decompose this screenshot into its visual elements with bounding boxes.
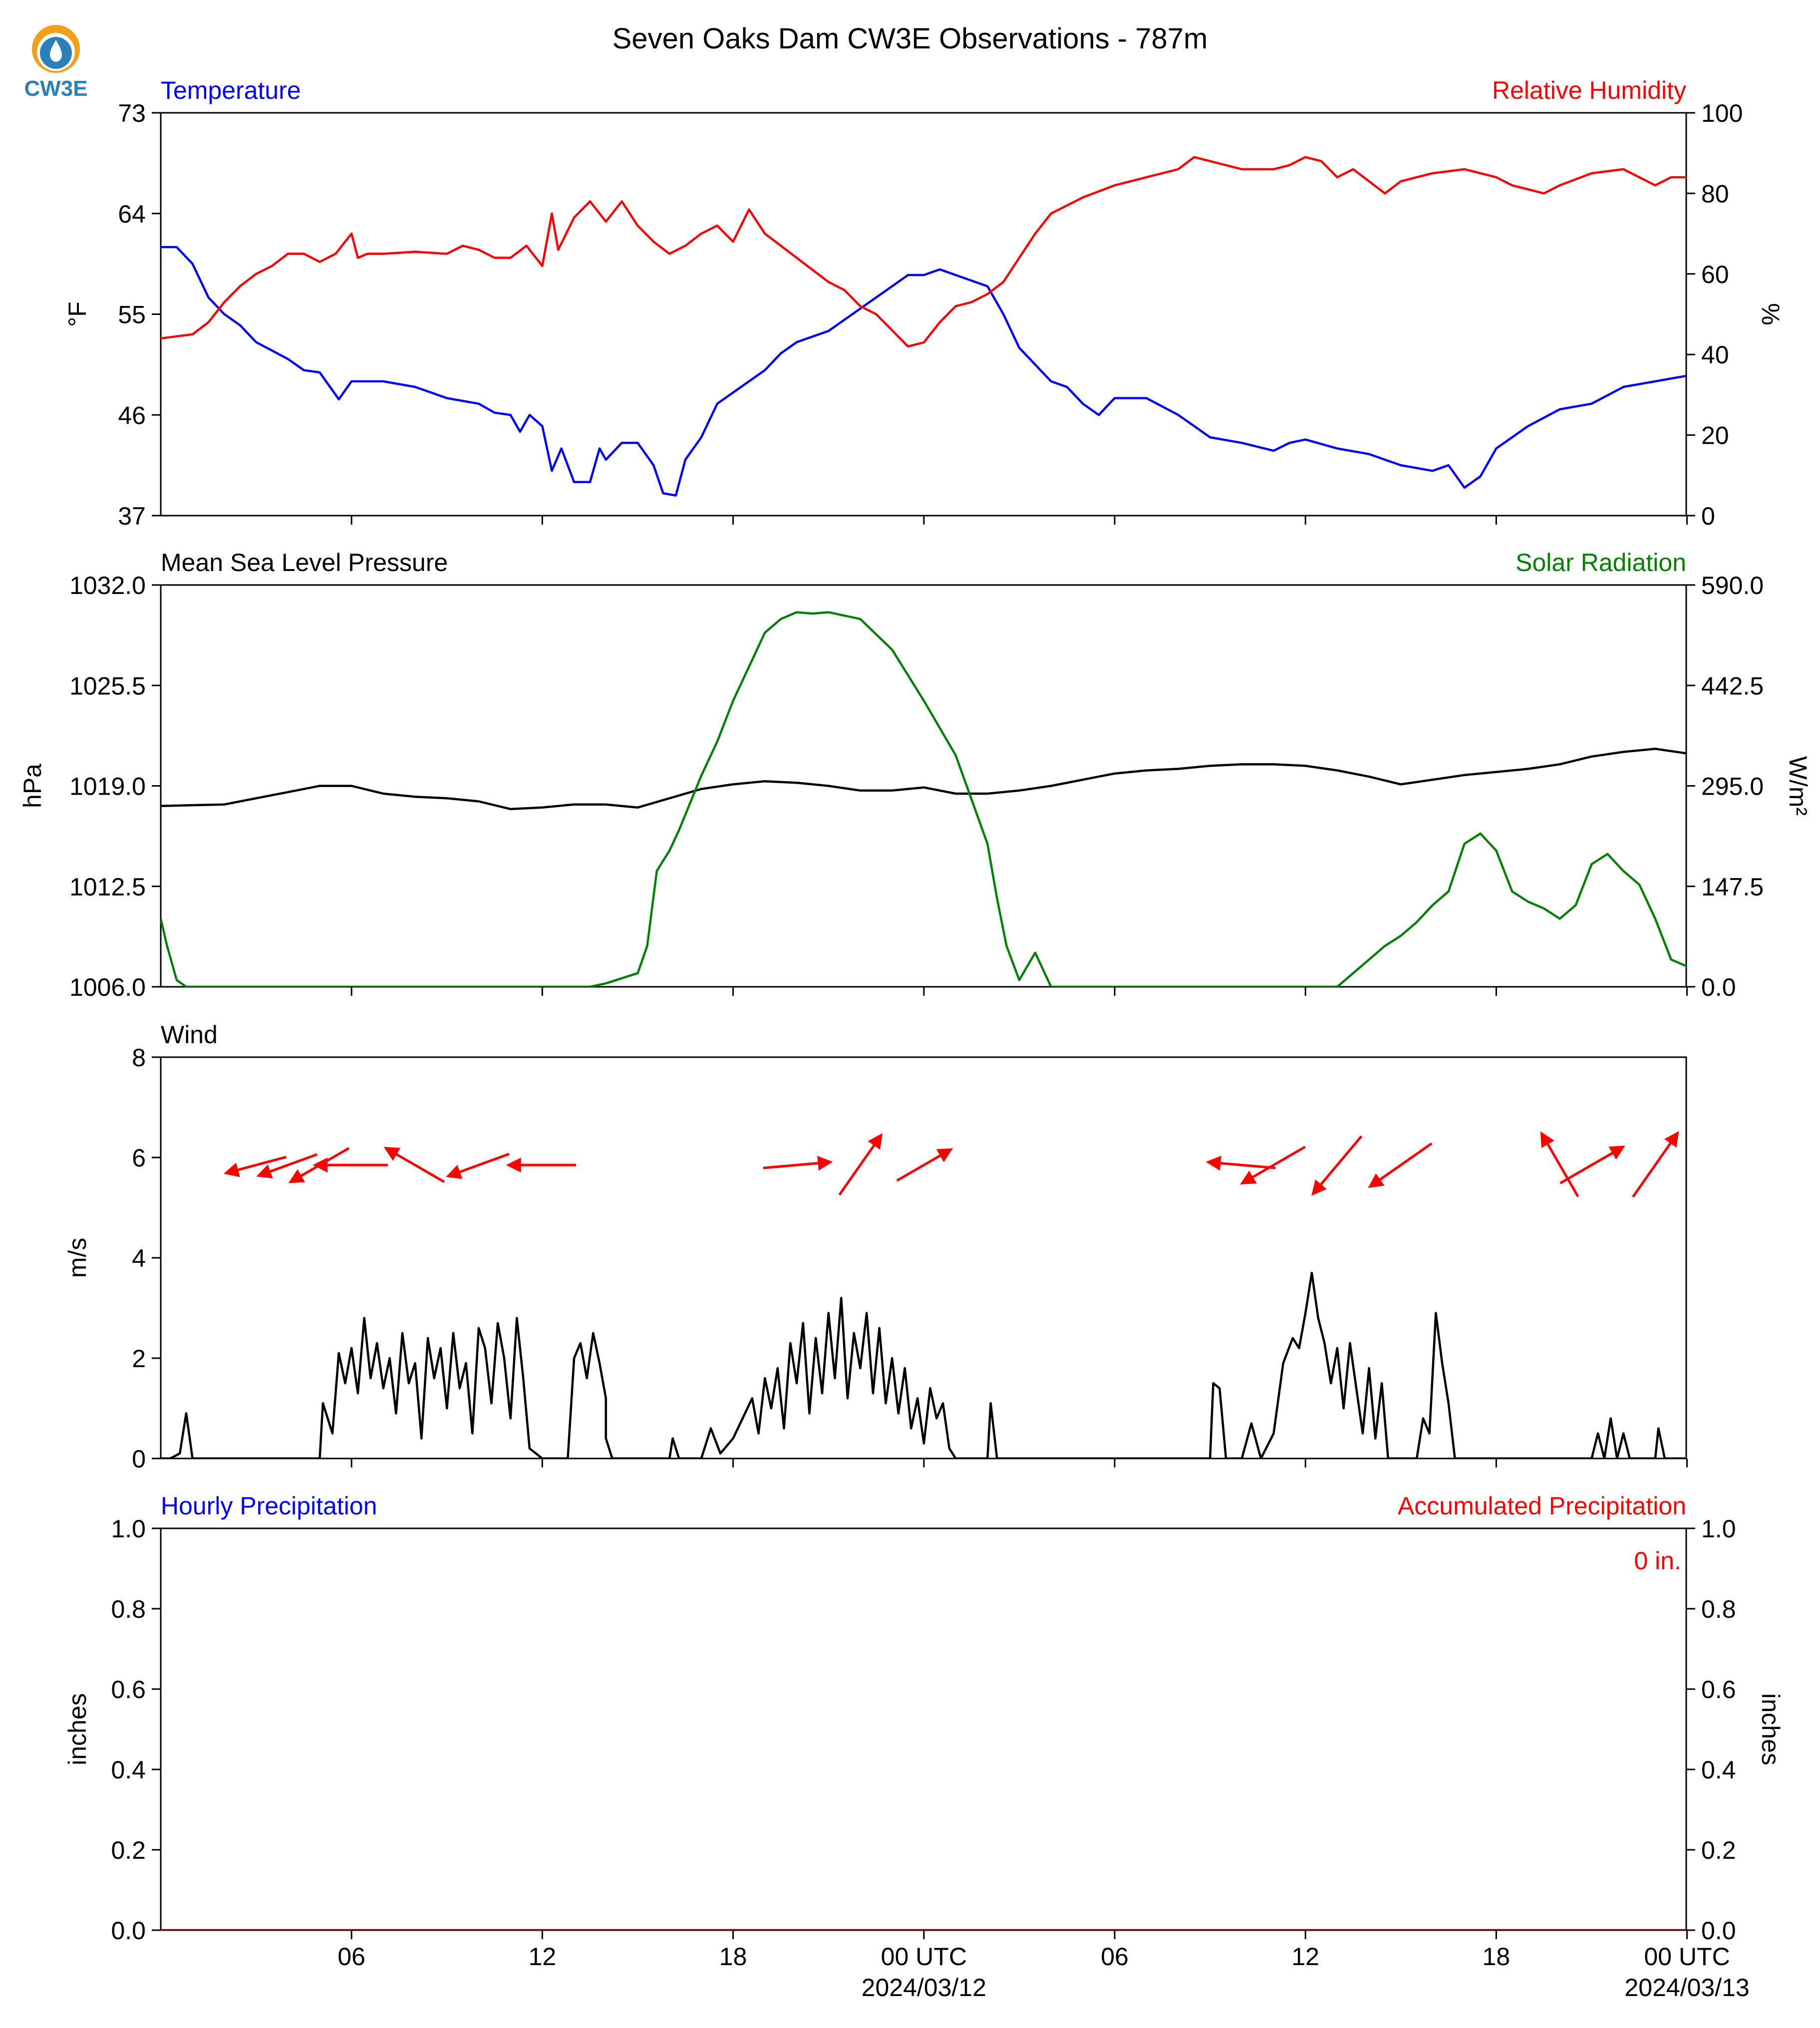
panel-temperature-humidity: 37 46 55 64 73 0 20 40 60 80 100 Temperature Relativ… — [63, 76, 1785, 530]
x-tick-label: 18 — [719, 1943, 747, 1971]
wind-arrow — [896, 1148, 953, 1182]
y-tick-label-right: 147.5 — [1701, 873, 1764, 901]
logo-drop-icon — [50, 40, 62, 62]
y-axis-title-left: °F — [63, 301, 91, 327]
y-tick-label-left: 0.2 — [111, 1836, 146, 1864]
wind-arrow — [1559, 1146, 1625, 1184]
y-axis-title-right: inches — [1757, 1693, 1785, 1765]
logo-text: CW3E — [24, 76, 87, 101]
x-tick-label: 12 — [1291, 1943, 1319, 1971]
y-tick-label-left: 4 — [132, 1244, 146, 1272]
y-tick-label-right: 0 — [1701, 502, 1715, 530]
y-tick-label-left: 1025.5 — [69, 672, 146, 700]
y-tick-label-left: 2 — [132, 1345, 146, 1373]
y-axis-title-left: m/s — [63, 1238, 91, 1278]
wind-arrow — [1206, 1156, 1276, 1171]
wind-arrow — [1540, 1131, 1579, 1197]
y-tick-label-right: 0.0 — [1701, 1917, 1736, 1945]
y-tick-label-right: 0.4 — [1701, 1756, 1736, 1784]
x-date-label: 2024/03/12 — [862, 1974, 986, 2002]
panel-label-left: Hourly Precipitation — [161, 1492, 377, 1520]
panel-label-right: Solar Radiation — [1516, 549, 1686, 577]
y-tick-label-left: 1032.0 — [69, 572, 146, 599]
panel-precipitation: 0.0 0.2 0.4 0.6 0.8 1.0 0.0 0.2 0.4 0.6 0.8 1.0 Hour… — [63, 1492, 1785, 1945]
x-tick-label: 06 — [1101, 1943, 1129, 1971]
chart-title: Seven Oaks Dam CW3E Observations - 787m — [612, 22, 1208, 55]
y-tick-label-left: 37 — [118, 502, 146, 530]
plot-frame — [160, 1527, 1687, 1931]
y-tick-label-left: 0.6 — [111, 1676, 146, 1704]
panel-wind: 0 2 4 6 8 Wind m/s — [63, 1021, 1688, 1473]
wind-arrow — [1368, 1142, 1433, 1188]
y-axis-title-left: inches — [63, 1693, 91, 1765]
series-line-solar-radiation — [161, 611, 1686, 987]
y-tick-label-right: 100 — [1701, 99, 1743, 127]
panel-label-left: Temperature — [161, 76, 301, 104]
y-tick-label-left: 8 — [132, 1044, 146, 1072]
wind-arrow — [763, 1156, 833, 1171]
x-tick-label: 12 — [529, 1943, 557, 1971]
y-tick-label-right: 20 — [1701, 422, 1729, 450]
wind-arrow — [446, 1153, 510, 1179]
y-tick-label-right: 295.0 — [1701, 773, 1764, 801]
y-tick-label-right: 0.8 — [1701, 1595, 1736, 1623]
panel-label-right: Accumulated Precipitation — [1398, 1492, 1686, 1520]
y-tick-label-left: 0.4 — [111, 1756, 146, 1784]
y-tick-label-left: 1006.0 — [69, 973, 146, 1001]
y-tick-label-right: 590.0 — [1701, 572, 1764, 599]
y-tick-label-left: 1012.5 — [69, 873, 146, 901]
y-tick-label-left: 0.8 — [111, 1595, 146, 1623]
y-axis-title-right: % — [1757, 303, 1785, 325]
wind-arrow — [223, 1156, 287, 1177]
plot-frame — [160, 112, 1687, 517]
y-tick-label-right: 1.0 — [1701, 1515, 1736, 1543]
y-tick-label-left: 0.0 — [111, 1917, 146, 1945]
y-tick-label-left: 1019.0 — [69, 773, 146, 801]
y-tick-label-left: 1.0 — [111, 1515, 146, 1543]
x-tick-label: 06 — [337, 1943, 365, 1971]
y-axis-title-right: W/m² — [1784, 756, 1812, 816]
y-tick-label-right: 40 — [1701, 341, 1729, 369]
wind-arrow — [1632, 1131, 1679, 1198]
series-line-mean-sea-level-pressure — [161, 747, 1686, 811]
series-line-wind-speed — [161, 1271, 1686, 1458]
y-axis-title-left: hPa — [18, 764, 46, 808]
cw3e-logo: CW3E — [24, 25, 88, 101]
x-tick-label: 00 UTC — [1644, 1943, 1730, 1971]
y-tick-label-left: 0 — [132, 1445, 146, 1473]
x-tick-label: 00 UTC — [881, 1943, 967, 1971]
y-tick-label-right: 0.0 — [1701, 973, 1736, 1001]
accumulated-annotation: 0 in. — [1634, 1547, 1681, 1575]
y-tick-label-right: 0.6 — [1701, 1676, 1736, 1704]
panel-pressure-solar: 1006.0 1012.5 1019.0 1025.5 1032.0 0.0 147.5 29… — [18, 549, 1812, 1001]
y-tick-label-right: 442.5 — [1701, 672, 1764, 700]
series-line-temperature — [161, 246, 1686, 497]
plot-frame — [160, 1056, 1687, 1459]
y-tick-label-left: 46 — [118, 401, 146, 429]
x-date-label: 2024/03/13 — [1624, 1974, 1749, 2002]
wind-arrow — [1240, 1146, 1306, 1185]
y-tick-label-right: 80 — [1701, 180, 1729, 208]
y-tick-label-left: 55 — [118, 301, 146, 329]
series-line-relative-humidity — [161, 156, 1686, 348]
wind-arrow — [383, 1147, 445, 1183]
x-tick-label: 18 — [1483, 1943, 1511, 1971]
wind-arrow — [1311, 1135, 1363, 1196]
y-tick-label-right: 60 — [1701, 261, 1729, 289]
y-tick-label-right: 0.2 — [1701, 1836, 1736, 1864]
panel-label-right: Relative Humidity — [1492, 76, 1686, 104]
y-tick-label-left: 73 — [118, 99, 146, 127]
panel-label-left: Wind — [161, 1021, 218, 1049]
plot-frame — [160, 584, 1687, 988]
panel-label-left: Mean Sea Level Pressure — [161, 549, 448, 577]
wind-arrow — [256, 1153, 318, 1178]
y-tick-label-left: 64 — [118, 200, 146, 228]
wind-arrow — [838, 1133, 883, 1196]
y-tick-label-left: 6 — [132, 1144, 146, 1172]
